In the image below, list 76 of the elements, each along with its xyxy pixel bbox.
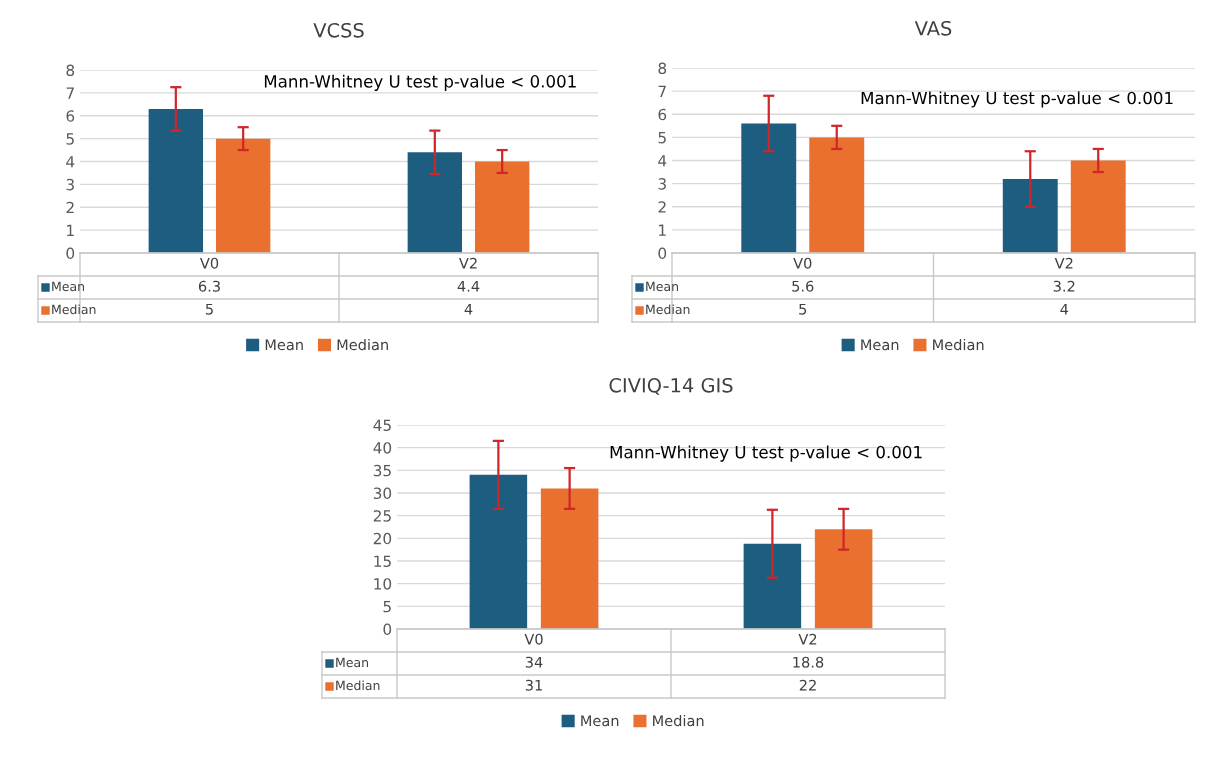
bar [474, 161, 530, 253]
y-tick-label: 4 [66, 156, 75, 168]
data-label: 4.4 [457, 280, 480, 292]
y-tick-label: 25 [373, 510, 391, 522]
bar [407, 152, 463, 253]
y-tick-label: 0 [383, 623, 392, 636]
bar [814, 529, 873, 629]
data-label: 6.3 [198, 280, 220, 292]
text: Median [52, 304, 96, 315]
y-tick-label: 45 [373, 419, 391, 432]
x-tick-label: V0 [793, 257, 812, 269]
y-tick-label: 1 [659, 224, 666, 236]
y-tick-label: 7 [66, 87, 74, 99]
y-tick-label: 6 [658, 108, 667, 121]
data-label: 5 [205, 303, 213, 315]
legend-label: Median [337, 338, 388, 351]
y-tick-label: 6 [66, 110, 75, 122]
text: Median [336, 680, 380, 691]
bar [215, 138, 271, 253]
annotation: Mann-Whitney U test p-value < 0.001 [861, 91, 1173, 108]
legend-label: Median [653, 714, 704, 727]
data-label: 31 [525, 679, 542, 691]
y-tick-label: 1 [67, 224, 74, 236]
y-tick-label: 2 [658, 201, 666, 213]
legend-label: Mean [646, 281, 678, 292]
y-tick-label: 0 [66, 247, 75, 260]
y-tick-label: 40 [373, 442, 392, 454]
text: Mean [861, 339, 899, 351]
chart-title: CIVIQ-14 GIS [609, 377, 733, 395]
y-tick-label: 0 [658, 247, 667, 260]
y-tick-label: 2 [66, 201, 74, 214]
chart-title: VCSS [313, 22, 364, 38]
x-tick-label: V0 [524, 633, 543, 645]
y-tick-label: 7 [658, 85, 666, 97]
data-label: 3.2 [1053, 280, 1075, 292]
data-label: 34 [525, 656, 543, 668]
y-tick-label: 15 [374, 555, 391, 568]
annotation: Mann-Whitney U test p-value < 0.001 [264, 74, 576, 91]
y-tick-label: 5 [383, 601, 391, 613]
bar [743, 543, 802, 629]
y-tick-label: 4 [658, 155, 667, 167]
y-tick-label: 8 [66, 64, 75, 77]
x-tick-label: V0 [199, 257, 219, 269]
annotation: Mann-Whitney U test p-value < 0.001 [610, 445, 922, 462]
y-tick-label: 5 [658, 132, 666, 144]
data-label: 4 [464, 303, 473, 315]
y-tick-label: 35 [373, 464, 391, 477]
chart-title: VAS [914, 20, 952, 36]
y-tick-label: 8 [658, 62, 667, 75]
bar [1070, 160, 1126, 253]
text: Mean [265, 339, 303, 351]
data-label: 22 [799, 679, 816, 691]
text: Mean [336, 657, 368, 668]
y-tick-label: 30 [373, 487, 392, 500]
y-tick-label: 3 [658, 178, 666, 190]
bar [469, 474, 528, 629]
bar [741, 123, 797, 253]
bar [809, 137, 865, 253]
bar [148, 108, 204, 253]
data-label: 5 [799, 303, 807, 315]
bar [1002, 179, 1058, 253]
legend-label: Median [933, 338, 984, 351]
x-tick-label: V2 [1054, 257, 1073, 269]
data-label: 5.6 [792, 280, 814, 292]
text: Median [646, 304, 690, 315]
y-tick-label: 10 [374, 578, 392, 590]
y-tick-label: 3 [66, 178, 74, 191]
x-tick-label: V2 [458, 257, 477, 269]
data-label: 18.8 [793, 656, 824, 668]
x-tick-label: V2 [798, 633, 817, 645]
legend-label: Mean [581, 715, 619, 727]
y-tick-label: 20 [373, 532, 392, 545]
y-tick-label: 5 [66, 133, 74, 145]
bar [540, 488, 599, 629]
legend-label: Mean [52, 281, 84, 292]
data-label: 4 [1060, 303, 1069, 315]
